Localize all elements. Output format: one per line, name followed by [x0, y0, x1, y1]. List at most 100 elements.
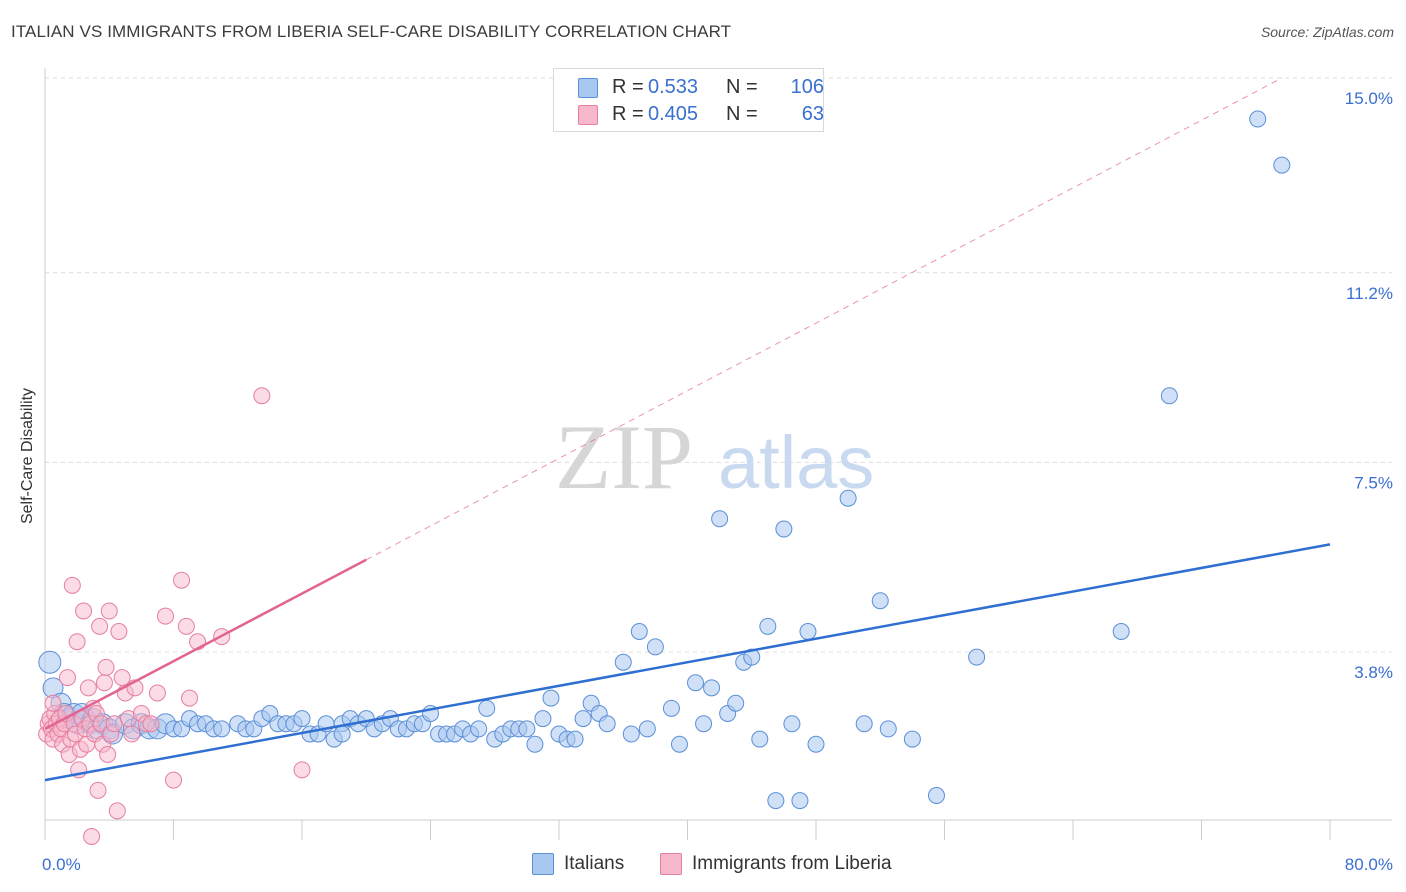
italians-point	[871, 592, 889, 610]
liberia-trend-line	[44, 558, 367, 730]
italians-point	[743, 648, 761, 666]
liberia-point	[293, 761, 311, 779]
italians-point	[293, 710, 311, 728]
y-tick-label: 3.8%	[1354, 663, 1393, 682]
italians-point	[470, 720, 488, 738]
liberia-trend-extension	[366, 77, 1283, 561]
tick-labels: 3.8% 7.5% 11.2% 15.0% 0.0% 80.0%	[42, 89, 1393, 874]
italians-point	[478, 699, 496, 717]
x-tick-label: 0.0%	[42, 855, 81, 874]
italians-point	[542, 689, 560, 707]
legend-item-liberia[interactable]: Immigrants from Liberia	[660, 852, 892, 876]
italians-point	[727, 694, 745, 712]
liberia-point	[123, 725, 141, 743]
italians-point	[879, 720, 897, 738]
n-value: 63	[801, 102, 824, 125]
liberia-point	[177, 617, 195, 635]
italians-point	[614, 653, 632, 671]
italians-point	[687, 674, 705, 692]
liberia-point	[63, 576, 81, 594]
r-value: 0.405	[648, 102, 699, 125]
italians-point	[711, 510, 729, 528]
italians-point	[799, 623, 817, 640]
italians-point	[1249, 110, 1267, 128]
italians-point	[775, 520, 793, 538]
italians-point	[1112, 623, 1130, 640]
italians-point	[807, 735, 825, 753]
liberia-point	[156, 607, 174, 625]
liberia-point	[99, 746, 117, 763]
italians-point	[855, 715, 873, 733]
italians-point	[1160, 387, 1178, 405]
watermark-zip: ZIP	[555, 406, 693, 508]
italians-legend-swatch	[532, 853, 554, 875]
italians-point	[662, 699, 680, 717]
n-label: N =	[726, 102, 758, 125]
liberia-point	[173, 571, 191, 589]
y-tick-label: 15.0%	[1345, 89, 1393, 108]
italians-point	[333, 725, 351, 743]
italians-swatch	[578, 78, 598, 98]
italians-point	[759, 617, 777, 635]
italians-point	[927, 787, 945, 804]
liberia-point	[110, 623, 128, 640]
italians-point	[526, 735, 544, 753]
italians-point	[903, 730, 921, 748]
liberia-point	[148, 684, 166, 702]
liberia-point	[142, 715, 160, 733]
italians-point	[783, 715, 801, 733]
italians-point	[213, 720, 231, 738]
liberia-point	[89, 781, 107, 799]
italians-point	[518, 720, 536, 738]
liberia-point	[113, 669, 131, 687]
italians-point	[598, 715, 616, 733]
liberia-point	[91, 617, 109, 635]
watermark: ZIP atlas	[555, 406, 874, 508]
liberia-point	[108, 802, 126, 820]
italians-point	[695, 715, 713, 733]
legend-label: Italians	[564, 853, 625, 874]
liberia-point	[79, 679, 97, 697]
chart-title: ITALIAN VS IMMIGRANTS FROM LIBERIA SELF-…	[11, 22, 732, 41]
r-label: R =	[612, 102, 644, 125]
italians-point	[767, 792, 785, 810]
italians-point	[1273, 156, 1291, 174]
italians-point	[646, 638, 664, 656]
n-value: 106	[790, 75, 824, 98]
liberia-point	[58, 669, 76, 687]
italians-point	[574, 710, 592, 728]
italians-point	[968, 648, 986, 666]
liberia-point	[105, 715, 123, 733]
n-label: N =	[726, 75, 758, 98]
grid-lines	[45, 77, 1392, 653]
italians-point	[38, 650, 62, 674]
correlation-stats-box: R = 0.533 N = 106 R = 0.405 N = 63	[553, 68, 824, 132]
liberia-point	[75, 602, 93, 620]
r-label: R =	[612, 75, 644, 98]
y-tick-label: 11.2%	[1346, 284, 1393, 303]
liberia-point	[68, 633, 86, 651]
liberia-point	[95, 674, 113, 692]
italians-point	[751, 730, 769, 748]
italians-point	[839, 489, 857, 507]
axes	[44, 68, 1392, 840]
trend-lines	[44, 77, 1331, 782]
legend-item-italians[interactable]: Italians	[532, 852, 624, 876]
y-tick-label: 7.5%	[1354, 473, 1393, 492]
liberia-swatch	[578, 105, 598, 125]
x-tick-label: 80.0%	[1345, 855, 1393, 874]
italians-point	[534, 710, 552, 728]
italians-point	[622, 725, 640, 743]
italians-point	[630, 623, 648, 640]
liberia-point	[253, 387, 271, 405]
italians-point	[638, 720, 656, 738]
italians-trend-line	[44, 543, 1331, 782]
liberia-point	[44, 694, 62, 712]
liberia-point	[181, 689, 199, 707]
italians-point	[703, 679, 721, 697]
italians-point	[566, 730, 584, 748]
liberia-point	[83, 828, 101, 845]
liberia-legend-swatch	[660, 853, 682, 875]
legend-label: Immigrants from Liberia	[692, 853, 892, 874]
